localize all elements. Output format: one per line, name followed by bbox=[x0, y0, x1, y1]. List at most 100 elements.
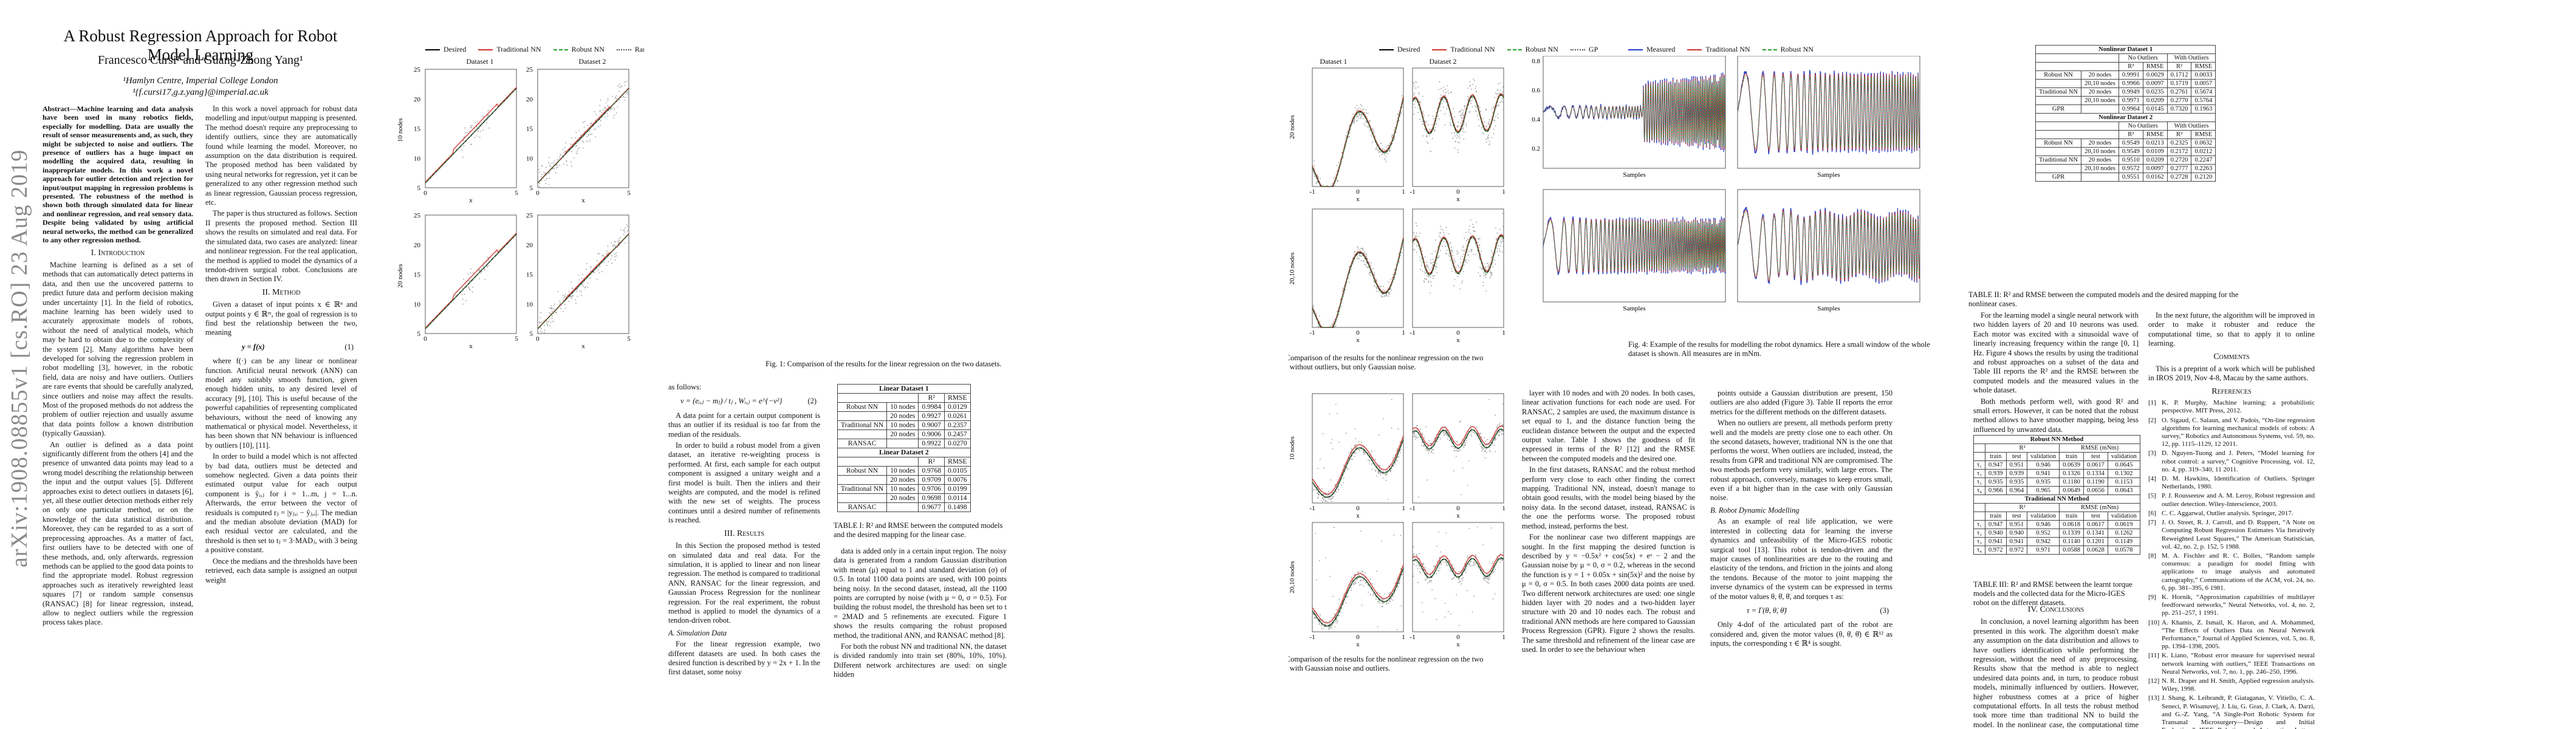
x-tick-label: 1 bbox=[1502, 634, 1506, 641]
data-point bbox=[1450, 570, 1452, 572]
table-cell: 0.9007 bbox=[918, 420, 945, 430]
table-cell: RMSE (mNm) bbox=[2059, 503, 2140, 512]
table-cell: 0.9706 bbox=[918, 484, 945, 494]
data-point bbox=[1368, 273, 1370, 275]
data-point bbox=[1374, 273, 1375, 275]
paragraph: This is a preprint of a work which will … bbox=[2148, 364, 2315, 383]
table-cell: Robust NN bbox=[837, 466, 888, 476]
data-point bbox=[1383, 598, 1385, 600]
data-point bbox=[623, 229, 625, 231]
data-point bbox=[1416, 565, 1417, 567]
data-point bbox=[1465, 123, 1467, 125]
data-point bbox=[1331, 439, 1332, 440]
ransac-series-line bbox=[425, 87, 517, 183]
data-point bbox=[570, 296, 572, 298]
x-axis-label: x bbox=[1456, 641, 1460, 648]
data-point bbox=[1357, 255, 1358, 257]
data-point bbox=[1400, 252, 1402, 253]
table-cell: 0.947 bbox=[1984, 520, 2007, 529]
data-point bbox=[1394, 592, 1396, 593]
table-cell: τ₁ bbox=[1973, 460, 1985, 470]
data-point bbox=[555, 172, 557, 174]
data-point bbox=[614, 109, 615, 111]
data-point bbox=[1483, 275, 1485, 276]
y-tick-label: 0.6 bbox=[1532, 87, 1540, 94]
reference-item: [8] M. A. Fischler and R. C. Bolles, “Ran… bbox=[2148, 552, 2315, 592]
data-point bbox=[1369, 594, 1371, 595]
data-point bbox=[1323, 628, 1324, 629]
data-point bbox=[577, 152, 578, 154]
data-point bbox=[1390, 470, 1392, 471]
data-point bbox=[1453, 260, 1454, 262]
data-point bbox=[1358, 449, 1360, 450]
data-point bbox=[1329, 620, 1331, 622]
data-point bbox=[1481, 446, 1482, 448]
data-point bbox=[476, 120, 478, 122]
data-point bbox=[1448, 255, 1450, 256]
data-point bbox=[1354, 122, 1355, 124]
table-cell: Robust NN Method bbox=[1973, 435, 2140, 444]
data-point bbox=[574, 137, 576, 139]
data-point bbox=[601, 112, 603, 113]
data-point bbox=[1325, 624, 1327, 626]
page-3: Desired Traditional NN Robust NN GP Data… bbox=[1288, 0, 1932, 729]
data-point bbox=[1458, 252, 1459, 253]
table-cell: 0.5674 bbox=[2191, 87, 2216, 97]
data-point bbox=[624, 242, 626, 244]
data-point bbox=[1387, 153, 1388, 154]
data-point bbox=[1502, 241, 1504, 242]
data-point bbox=[1431, 138, 1433, 139]
ransac-series-line bbox=[1312, 567, 1404, 626]
table-cell: R² bbox=[2118, 130, 2143, 139]
data-point bbox=[1361, 255, 1363, 257]
data-point bbox=[1500, 241, 1502, 242]
data-point bbox=[466, 132, 468, 134]
data-point bbox=[1382, 599, 1384, 600]
data-point bbox=[1320, 624, 1322, 625]
data-point bbox=[1361, 604, 1363, 606]
table-cell: 0.0213 bbox=[2142, 139, 2168, 148]
data-point bbox=[1440, 225, 1441, 227]
plot-frame bbox=[537, 214, 629, 334]
data-point bbox=[1338, 313, 1340, 315]
data-point bbox=[1456, 126, 1458, 128]
data-point bbox=[1467, 239, 1468, 241]
data-point bbox=[1448, 253, 1450, 254]
table-cell: 0.9966 bbox=[2118, 79, 2143, 88]
data-point bbox=[1471, 97, 1473, 99]
data-point bbox=[1428, 450, 1430, 452]
data-point bbox=[1375, 596, 1377, 598]
equation-1: y = f(x) (1) bbox=[205, 343, 357, 352]
data-point bbox=[1372, 595, 1374, 597]
data-point bbox=[1473, 431, 1475, 433]
data-point bbox=[1491, 256, 1493, 258]
data-point bbox=[1386, 146, 1388, 148]
data-point bbox=[1372, 128, 1374, 130]
table-cell bbox=[837, 430, 888, 439]
data-point bbox=[1470, 219, 1471, 221]
data-point bbox=[1351, 589, 1352, 591]
data-point bbox=[1348, 452, 1350, 454]
x-axis-label: Samples bbox=[1817, 305, 1840, 312]
data-point bbox=[1351, 585, 1352, 586]
data-point bbox=[1388, 602, 1389, 604]
paragraph: The paper is thus structured as follows.… bbox=[205, 209, 357, 284]
table-cell: 0.9698 bbox=[918, 493, 945, 503]
data-point bbox=[1464, 105, 1465, 106]
ransac-series-line bbox=[1412, 557, 1504, 578]
table-cell bbox=[886, 502, 919, 512]
column-right: In the next future, the algorithm will b… bbox=[2148, 311, 2315, 729]
data-point bbox=[1454, 141, 1456, 143]
data-point bbox=[1363, 454, 1365, 455]
data-point bbox=[549, 177, 550, 179]
table-row: τ₃ 0.935 0.935 0.935 0.1180 0.1190 0.1153 bbox=[1973, 477, 2140, 487]
data-point bbox=[1468, 231, 1470, 233]
table-cell: 0.965 bbox=[2027, 486, 2060, 495]
data-point bbox=[1430, 281, 1431, 283]
data-point bbox=[1495, 437, 1496, 439]
data-point bbox=[1356, 120, 1358, 122]
data-point bbox=[1394, 278, 1395, 280]
table-cell bbox=[2035, 122, 2119, 131]
data-point bbox=[1491, 437, 1492, 439]
data-point bbox=[1463, 264, 1465, 265]
